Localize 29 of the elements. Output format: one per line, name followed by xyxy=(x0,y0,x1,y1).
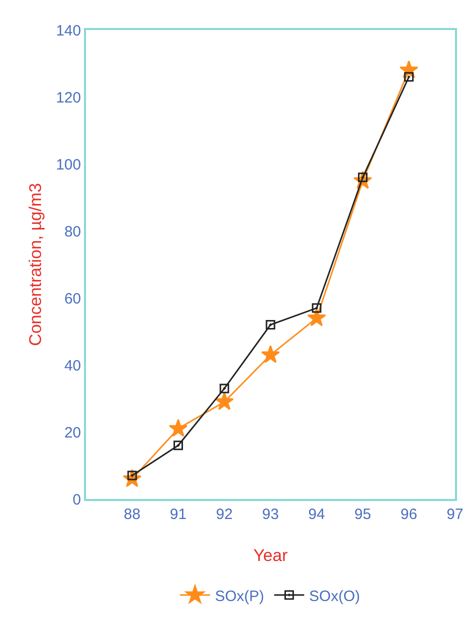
legend-label: SOx(P) xyxy=(215,588,264,605)
point xyxy=(220,384,230,394)
point xyxy=(404,72,414,82)
y-tick-label: 60 xyxy=(64,290,81,308)
x-tick-label: 95 xyxy=(354,506,372,523)
y-axis-title: Concentration, µg/m3 xyxy=(26,183,45,346)
x-tick-label: 97 xyxy=(446,506,464,523)
point xyxy=(214,392,234,410)
x-axis-title: Year xyxy=(253,546,288,565)
x-tick-label: 91 xyxy=(170,506,187,523)
point xyxy=(312,303,322,313)
x-tick-label: 93 xyxy=(262,506,279,523)
y-tick-label: 80 xyxy=(64,223,81,240)
y-tick-label: 140 xyxy=(56,22,81,40)
y-tick-label: 20 xyxy=(64,424,81,442)
point xyxy=(174,440,183,450)
point xyxy=(261,345,280,364)
x-tick-label: 94 xyxy=(308,506,325,523)
y-tick-label: 40 xyxy=(64,357,81,374)
x-tick-label: 88 xyxy=(124,506,140,523)
y-tick-label: 120 xyxy=(56,89,81,106)
x-tick-label: 92 xyxy=(216,506,233,523)
y-tick-label: 0 xyxy=(72,491,81,508)
point xyxy=(168,418,188,437)
y-tick-label: 100 xyxy=(56,156,81,174)
point xyxy=(266,320,276,330)
point xyxy=(307,308,326,326)
legend-label: SOx(O) xyxy=(309,588,360,605)
x-tick-label: 96 xyxy=(400,506,418,523)
